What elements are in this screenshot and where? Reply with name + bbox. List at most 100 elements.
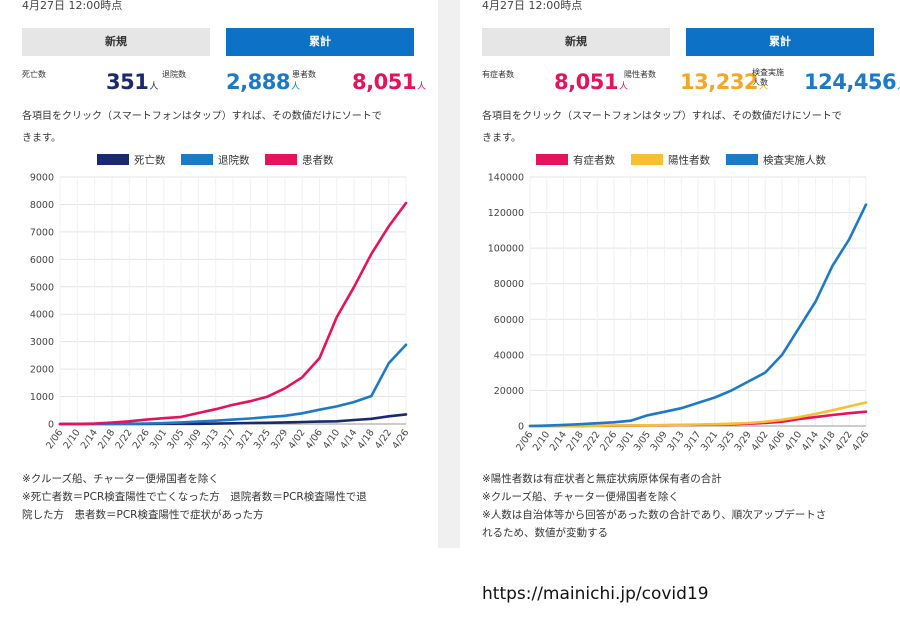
x-tick-label: 2/14: [79, 427, 100, 451]
x-tick-label: 2/06: [44, 427, 65, 451]
y-tick-label: 1000: [30, 392, 54, 403]
timestamp: 4月27日 12:00時点: [482, 0, 583, 12]
y-tick-label: 4000: [30, 310, 54, 321]
x-tick-label: 3/21: [699, 429, 720, 453]
x-tick-label: 3/05: [632, 429, 653, 453]
left-panel: 4月27日 12:00時点 新規 累計 死亡数 351人 退院数 2,888人 …: [0, 0, 438, 548]
legend-swatch: [97, 154, 129, 165]
y-tick-label: 6000: [30, 255, 54, 266]
legend-swatch: [631, 154, 663, 165]
y-tick-label: 0: [48, 420, 54, 431]
footnote: ※クルーズ船、チャーター便帰国者を除く: [22, 473, 219, 485]
x-tick-label: 2/26: [131, 427, 152, 451]
stats-row: 死亡数 351人 退院数 2,888人 患者数 8,051人: [22, 66, 426, 100]
sort-instruction: 各項目をクリック（スマートフォンはタップ）すれば、その数値だけにソートで きます…: [22, 106, 382, 150]
sort-instruction-line: 各項目をクリック（スマートフォンはタップ）すれば、その数値だけにソートで: [22, 111, 382, 122]
cumulative-tests-chart: 0 20000 40000 60000 80000 100000 120000 140000 2…: [488, 154, 872, 454]
x-tick-label: 3/09: [649, 429, 670, 453]
x-tick-label: 4/10: [321, 427, 342, 451]
cumulative-cases-chart: 0 1000 2000 3000 4000 5000 6000 7000 8000 9000 2/0…: [30, 154, 412, 452]
footnote: れるため、数値が変動する: [482, 527, 608, 539]
tab-new[interactable]: 新規: [482, 28, 670, 56]
legend-swatch: [265, 154, 297, 165]
legend-label: 退院数: [218, 154, 250, 167]
x-tick-label: 4/26: [390, 427, 411, 451]
x-tick-label: 4/02: [286, 427, 307, 451]
x-tick-label: 3/25: [252, 427, 273, 451]
sort-instruction: 各項目をクリック（スマートフォンはタップ）すれば、その数値だけにソートで きます…: [482, 106, 842, 150]
stat-value-discharged[interactable]: 2,888人: [226, 70, 300, 94]
y-tick-label: 120000: [488, 208, 524, 219]
y-tick-label: 60000: [494, 315, 524, 326]
tab-cumulative[interactable]: 累計: [686, 28, 874, 56]
footnote: ※クルーズ船、チャーター便帰国者を除く: [482, 491, 679, 503]
timestamp: 4月27日 12:00時点: [22, 0, 123, 12]
x-tick-label: 3/25: [716, 429, 737, 453]
source-url[interactable]: https://mainichi.jp/covid19: [482, 584, 709, 604]
footnote: ※死亡者数＝PCR検査陽性で亡くなった方 退院者数＝PCR検査陽性で退: [22, 491, 367, 503]
x-tick-label: 3/13: [665, 429, 686, 453]
footnote: 院した方 患者数＝PCR検査陽性で症状があった方: [22, 509, 264, 521]
x-tick-label: 2/18: [96, 427, 117, 451]
y-tick-label: 9000: [30, 173, 54, 184]
right-panel: 4月27日 12:00時点 新規 累計 有症者数 8,051人 陽性者数 13,…: [460, 0, 900, 548]
x-tick-label: 4/18: [356, 427, 377, 451]
stat-label-tested: 検査実施人数: [752, 68, 784, 87]
y-tick-label: 2000: [30, 365, 54, 376]
sort-instruction-line: 各項目をクリック（スマートフォンはタップ）すれば、その数値だけにソートで: [482, 111, 842, 122]
tab-new[interactable]: 新規: [22, 28, 210, 56]
x-tick-label: 3/09: [183, 427, 204, 451]
stat-value-tested[interactable]: 124,456人: [804, 70, 900, 94]
x-tick-label: 4/02: [749, 429, 770, 453]
y-tick-label: 80000: [494, 279, 524, 290]
stat-value-patients[interactable]: 8,051人: [352, 70, 426, 94]
panel-divider: [438, 0, 460, 548]
x-tick-label: 4/10: [783, 429, 804, 453]
x-tick-label: 4/14: [800, 429, 821, 453]
x-tick-label: 2/22: [113, 427, 134, 451]
x-tick-label: 3/01: [615, 429, 636, 453]
stat-label-discharged: 退院数: [162, 70, 186, 79]
x-tick-label: 3/29: [269, 427, 290, 451]
y-tick-label: 100000: [488, 244, 524, 255]
footnote: ※人数は自治体等から回答があった数の合計であり、順次アップデートさ: [482, 509, 827, 521]
tab-group: 新規 累計: [482, 28, 874, 56]
sort-instruction-line: きます。: [22, 133, 61, 144]
legend-swatch: [181, 154, 213, 165]
tab-cumulative[interactable]: 累計: [226, 28, 414, 56]
stat-value-positive[interactable]: 13,232人: [680, 70, 768, 94]
x-tick-label: 3/05: [165, 427, 186, 451]
legend-swatch: [536, 154, 568, 165]
y-tick-label: 8000: [30, 200, 54, 211]
series-line: [528, 203, 868, 428]
y-tick-label: 20000: [494, 386, 524, 397]
y-tick-label: 140000: [488, 173, 524, 184]
legend-label: 陽性者数: [668, 154, 710, 167]
x-tick-label: 2/26: [598, 429, 619, 453]
tab-group: 新規 累計: [22, 28, 414, 56]
x-tick-label: 2/10: [531, 429, 552, 453]
x-tick-label: 4/22: [373, 427, 394, 451]
stat-label-deaths: 死亡数: [22, 70, 46, 79]
footnotes: ※クルーズ船、チャーター便帰国者を除く ※死亡者数＝PCR検査陽性で亡くなった方…: [22, 470, 367, 524]
x-tick-label: 3/17: [682, 429, 703, 453]
x-tick-label: 4/26: [850, 429, 871, 453]
x-tick-label: 2/06: [514, 429, 535, 453]
x-tick-label: 3/13: [200, 427, 221, 451]
stat-value-deaths[interactable]: 351人: [106, 70, 158, 94]
footnote: ※陽性者数は有症状者と無症状病原体保有者の合計: [482, 473, 722, 485]
footnotes: ※陽性者数は有症状者と無症状病原体保有者の合計 ※クルーズ船、チャーター便帰国者…: [482, 470, 826, 542]
y-tick-label: 5000: [30, 282, 54, 293]
series-line: [58, 201, 408, 426]
stat-label-patients: 患者数: [292, 70, 316, 79]
stat-label-positive: 陽性者数: [624, 70, 656, 79]
sort-instruction-line: きます。: [482, 133, 521, 144]
legend-label: 患者数: [302, 154, 334, 167]
x-tick-label: 4/14: [338, 427, 359, 451]
legend-label: 検査実施人数: [763, 154, 826, 167]
y-tick-label: 7000: [30, 227, 54, 238]
stat-value-symptomatic[interactable]: 8,051人: [554, 70, 628, 94]
x-tick-label: 3/29: [733, 429, 754, 453]
x-tick-label: 4/06: [304, 427, 325, 451]
y-tick-label: 0: [518, 422, 524, 433]
